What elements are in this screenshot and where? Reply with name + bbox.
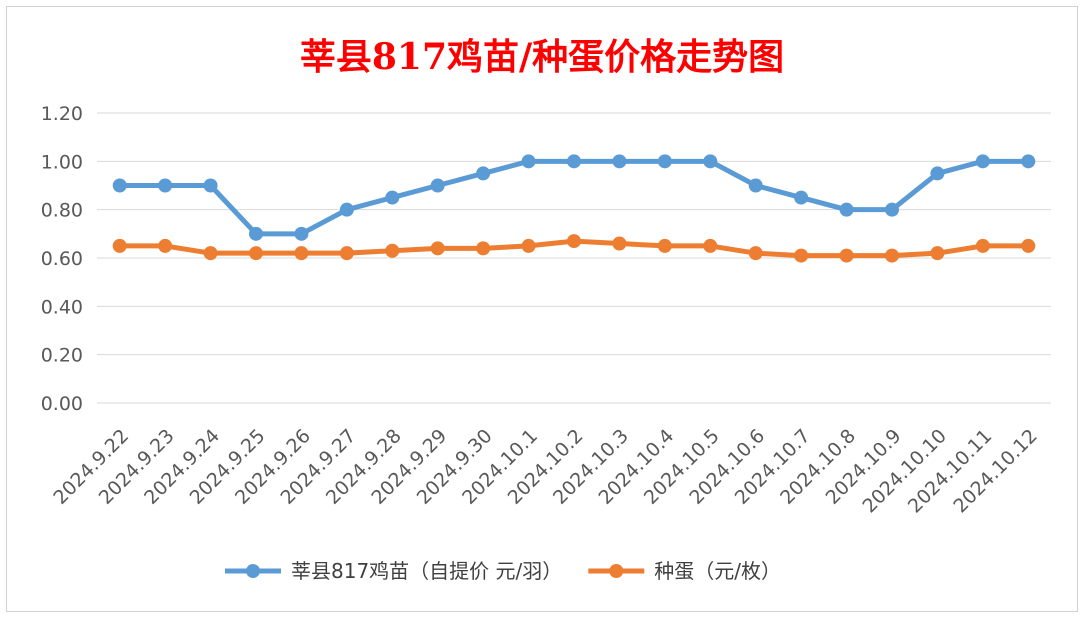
data-point xyxy=(385,243,400,258)
series-line xyxy=(117,158,1031,237)
data-point xyxy=(657,238,672,253)
chart-title: 莘县817鸡苗/种蛋价格走势图 xyxy=(300,36,784,78)
legend-item: 莘县817鸡苗（自提价 元/羽） xyxy=(225,559,562,583)
line-chart: 莘县817鸡苗/种蛋价格走势图 0.00 0.20 0.40 0.60 0.80 1.00… xyxy=(41,36,1051,583)
series-group xyxy=(112,154,1036,263)
data-point xyxy=(612,236,627,251)
data-point xyxy=(612,154,627,169)
chart-frame: 莘县817鸡苗/种蛋价格走势图 0.00 0.20 0.40 0.60 0.80 1.00… xyxy=(6,6,1078,612)
y-axis-ticks: 0.00 0.20 0.40 0.60 0.80 1.00 1.20 xyxy=(41,103,83,415)
data-point xyxy=(703,238,718,253)
data-point xyxy=(294,226,309,241)
data-point xyxy=(249,226,263,241)
y-tick-label: 0.20 xyxy=(41,345,83,367)
data-point xyxy=(521,154,536,169)
data-point xyxy=(567,234,581,249)
data-point xyxy=(203,246,218,261)
data-point xyxy=(203,178,218,193)
series xyxy=(112,234,1036,263)
data-point xyxy=(112,238,127,253)
data-point xyxy=(158,238,173,253)
legend-marker xyxy=(609,564,624,578)
data-point xyxy=(975,238,990,253)
y-tick-label: 0.80 xyxy=(41,200,83,222)
data-point xyxy=(1021,238,1036,253)
y-tick-label: 0.40 xyxy=(41,296,83,318)
series xyxy=(112,154,1036,241)
y-tick-label: 1.00 xyxy=(41,151,83,173)
data-point xyxy=(748,178,763,193)
data-point xyxy=(794,190,809,205)
data-point xyxy=(158,178,173,193)
data-point xyxy=(385,190,400,205)
data-point xyxy=(112,178,127,193)
data-point xyxy=(885,248,899,263)
legend-label: 种蛋（元/枚） xyxy=(654,559,781,583)
x-axis-ticks: 2024.9.222024.9.232024.9.242024.9.252024… xyxy=(49,425,1042,517)
data-point xyxy=(839,202,854,217)
data-point xyxy=(885,202,899,217)
data-point xyxy=(748,246,763,261)
legend-item: 种蛋（元/枚） xyxy=(588,559,781,583)
data-point xyxy=(657,154,672,169)
data-point xyxy=(794,248,809,263)
y-tick-label: 1.20 xyxy=(41,103,83,125)
data-point xyxy=(839,248,854,263)
data-point xyxy=(1021,154,1036,169)
legend-label: 莘县817鸡苗（自提价 元/羽） xyxy=(291,559,562,583)
data-point xyxy=(930,246,945,261)
data-point xyxy=(476,166,491,181)
y-tick-label: 0.60 xyxy=(41,248,83,270)
data-point xyxy=(567,154,581,169)
data-point xyxy=(975,154,990,169)
data-point xyxy=(430,241,445,256)
data-point xyxy=(339,202,354,217)
data-point xyxy=(294,246,309,261)
legend-marker xyxy=(246,564,260,578)
data-point xyxy=(703,154,718,169)
data-point xyxy=(430,178,445,193)
data-point xyxy=(339,246,354,261)
data-point xyxy=(476,241,491,256)
data-point xyxy=(521,238,536,253)
legend: 莘县817鸡苗（自提价 元/羽） 种蛋（元/枚） xyxy=(225,559,781,583)
data-point xyxy=(249,246,263,261)
data-point xyxy=(930,166,945,181)
y-tick-label: 0.00 xyxy=(41,393,83,415)
